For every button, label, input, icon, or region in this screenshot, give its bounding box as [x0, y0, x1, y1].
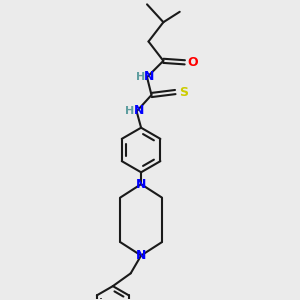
Text: N: N	[136, 249, 146, 262]
Text: H: H	[136, 72, 145, 82]
Text: O: O	[188, 56, 198, 69]
Text: N: N	[136, 178, 146, 191]
Text: N: N	[144, 70, 154, 83]
Text: N: N	[134, 104, 144, 117]
Text: S: S	[179, 85, 188, 98]
Text: H: H	[125, 106, 135, 116]
